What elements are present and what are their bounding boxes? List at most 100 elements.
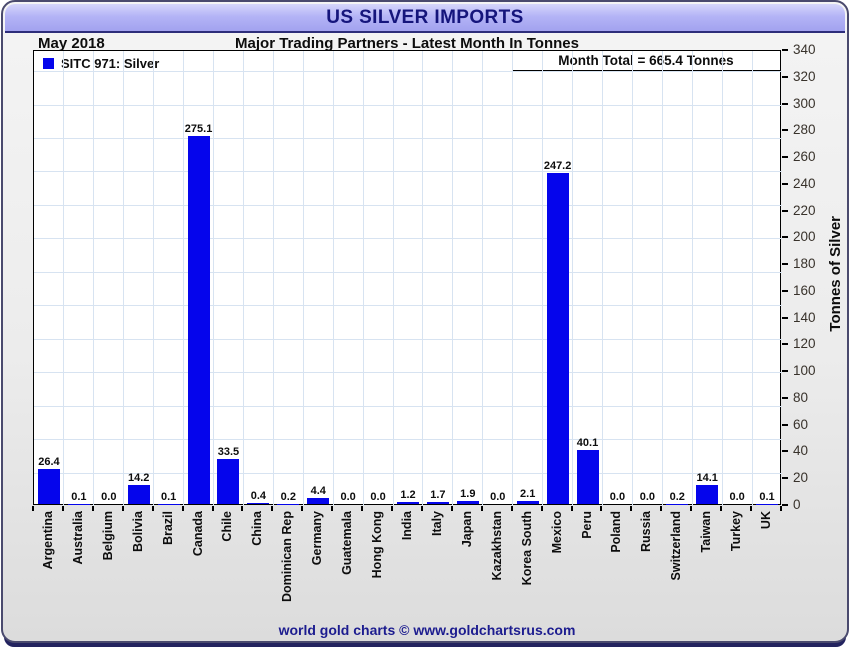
horizontal-gridline (34, 472, 782, 474)
bar (307, 498, 330, 504)
bar (516, 501, 539, 504)
chart-subtitle: Major Trading Partners - Latest Month In… (235, 35, 579, 52)
legend-swatch-icon (43, 58, 54, 69)
x-tick (570, 506, 573, 511)
bar-value-label: 1.2 (400, 489, 416, 502)
horizontal-gridline (34, 338, 782, 340)
vertical-gridline (661, 51, 663, 506)
y-tick-label: 320 (793, 68, 816, 84)
y-tick (782, 263, 788, 266)
x-tick (630, 506, 633, 511)
y-tick-label: 0 (793, 497, 801, 512)
x-tick-label: Germany (310, 511, 325, 566)
y-tick (782, 396, 788, 399)
bar-value-label: 0.0 (729, 491, 745, 503)
period-label: May 2018 (38, 35, 105, 52)
y-tick (782, 75, 788, 78)
x-tick (61, 506, 64, 511)
vertical-gridline (362, 51, 364, 506)
bar-value-label: 1.7 (430, 488, 446, 501)
y-tick (782, 49, 788, 51)
y-tick-label: 160 (793, 282, 816, 298)
x-tick (211, 506, 214, 511)
x-tick (780, 506, 782, 511)
x-tick-label: Korea South (519, 511, 534, 586)
y-tick (782, 289, 788, 292)
bar (217, 459, 240, 504)
y-tick (782, 343, 788, 346)
y-tick (782, 129, 788, 132)
chart-title: US SILVER IMPORTS (326, 6, 524, 28)
bar (756, 503, 779, 504)
y-tick-label: 60 (793, 416, 809, 432)
bar (127, 485, 150, 504)
y-tick (782, 370, 788, 373)
bar-value-label: 0.0 (490, 491, 506, 503)
y-tick-label: 120 (793, 336, 816, 352)
x-tick (540, 506, 543, 511)
y-tick-label: 40 (793, 443, 809, 459)
x-tick (391, 506, 394, 511)
bar-value-label: 0.1 (160, 490, 177, 503)
x-tick-label: Australia (70, 511, 85, 565)
bar (456, 501, 479, 504)
x-tick (720, 506, 723, 511)
x-tick-label: Mexico (549, 511, 564, 554)
x-tick-label: Belgium (100, 511, 115, 561)
x-tick-label: Canada (190, 511, 205, 557)
bar-value-label: 1.9 (460, 488, 476, 501)
x-tick (271, 506, 274, 511)
horizontal-gridline (34, 137, 782, 139)
y-tick-label: 20 (793, 470, 809, 486)
bar-value-label: 26.4 (38, 455, 60, 468)
y-tick-label: 240 (793, 175, 816, 191)
bar-value-label: 0.2 (280, 490, 296, 503)
y-tick-label: 280 (793, 122, 816, 138)
y-tick (782, 477, 788, 480)
horizontal-gridline (34, 439, 782, 441)
x-tick (600, 506, 603, 511)
vertical-gridline (272, 51, 274, 506)
vertical-gridline (302, 51, 304, 506)
bar (247, 502, 270, 504)
x-tick (420, 506, 423, 511)
x-tick-label: Bolivia (130, 511, 145, 552)
bar (157, 503, 180, 504)
bar-value-label: 0.4 (250, 489, 267, 502)
bar (397, 502, 419, 504)
x-tick (361, 506, 364, 511)
vertical-gridline (93, 51, 95, 506)
x-tick (750, 506, 753, 511)
vertical-gridline (601, 51, 603, 506)
bar-value-label: 0.2 (669, 490, 685, 503)
horizontal-gridline (34, 372, 782, 374)
bar-value-label: 14.1 (696, 472, 718, 485)
bar-value-label: 0.1 (759, 490, 775, 503)
bar-value-label: 4.4 (310, 485, 326, 498)
y-tick (782, 102, 788, 105)
y-axis-title: Tonnes of Silver (827, 216, 844, 332)
footer-credit: world gold charts © www.goldchartsrus.co… (278, 622, 576, 638)
horizontal-gridline (34, 71, 782, 73)
vertical-gridline (721, 51, 723, 506)
y-tick (782, 504, 788, 506)
y-tick-label: 340 (793, 42, 816, 57)
chart-title-banner: US SILVER IMPORTS (5, 4, 845, 33)
legend: SITC 971: Silver (43, 56, 159, 71)
x-tick-label: China (250, 511, 265, 546)
x-tick (450, 506, 453, 511)
bar-value-label: 0.0 (639, 491, 656, 503)
y-tick (782, 182, 788, 185)
x-tick-label: Turkey (729, 511, 744, 552)
x-tick-label: Poland (609, 511, 624, 553)
y-tick-label: 100 (793, 363, 816, 379)
bar (37, 468, 60, 504)
horizontal-gridline (34, 271, 782, 273)
y-tick (782, 316, 788, 319)
x-tick-label: Dominican Rep (280, 511, 295, 602)
x-tick (181, 506, 184, 511)
legend-label: SITC 971: Silver (61, 56, 160, 71)
y-tick (782, 236, 788, 239)
x-tick (121, 506, 124, 511)
